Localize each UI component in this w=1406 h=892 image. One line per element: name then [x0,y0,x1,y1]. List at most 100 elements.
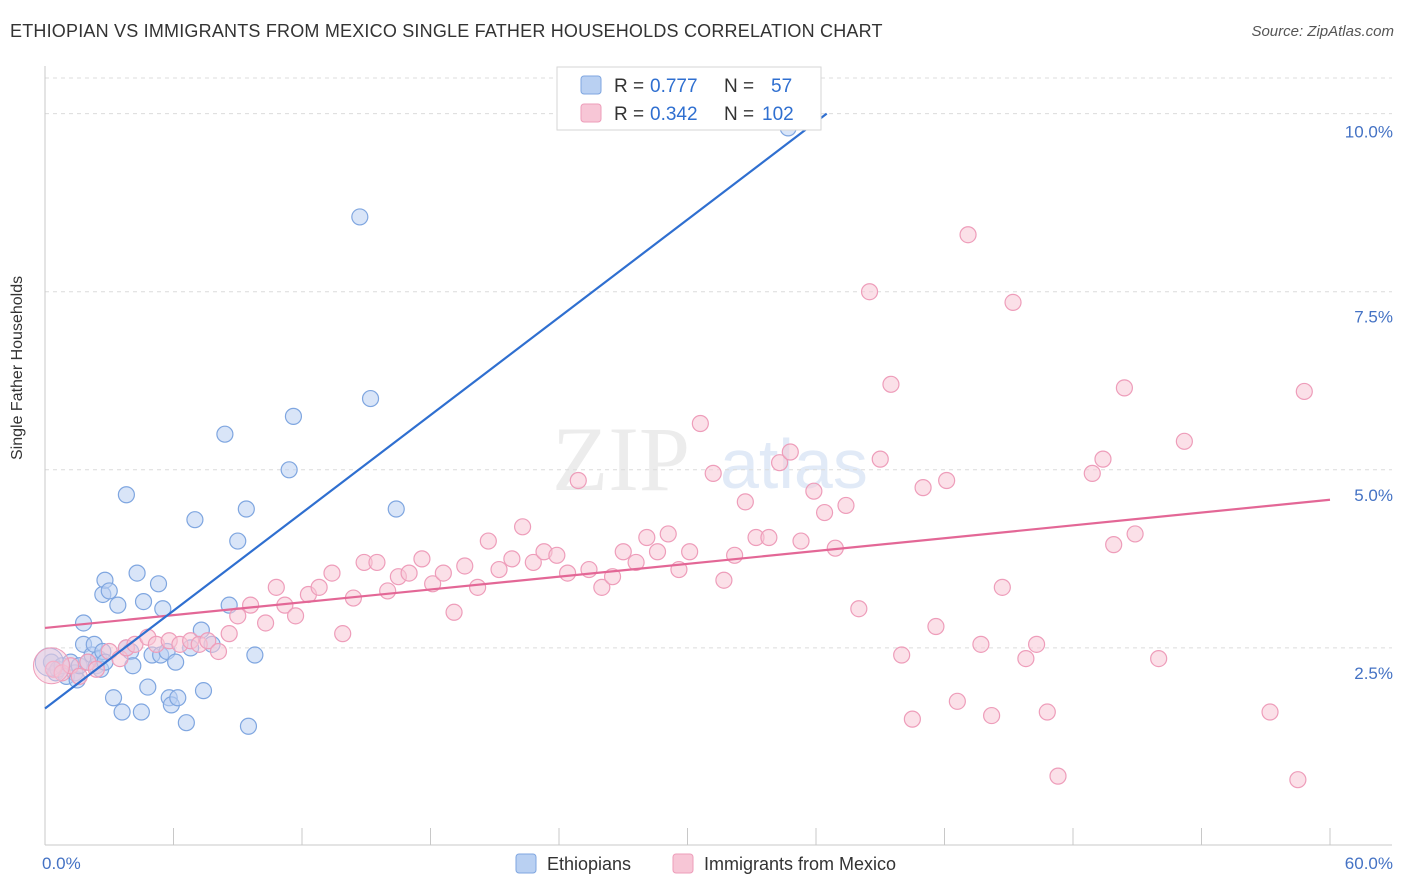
watermark-atlas: atlas [720,425,868,503]
mexico-point [1027,635,1046,653]
mexico-point [310,578,328,596]
mexico-point [927,617,945,636]
mexico-point [445,603,463,621]
legend-n-value: 57 [771,76,792,97]
ethiopian-point [169,689,187,707]
mexico-point [593,578,611,596]
mexico-point [199,632,217,650]
ethiopian-point [280,461,298,479]
mexico-point [434,564,452,582]
mexico-point [1049,767,1067,785]
mexico-point [242,596,260,614]
mexico-point [993,578,1011,596]
mexico-point [256,614,275,632]
mexico-point [1261,703,1279,721]
mexico-point [627,553,645,572]
legend-swatch-ethiopians [580,75,602,95]
ethiopians-trend-line [44,112,828,710]
trend-lines [44,112,1331,710]
legend-swatch-mexico [580,103,602,123]
mexico-point [948,692,966,710]
mexico-point [1115,379,1134,397]
mexico-point [938,471,956,490]
mexico-point [323,564,341,582]
mexico-point [379,582,397,600]
bottom-legend-swatch-ethiopians [515,853,537,874]
ethiopian-point [104,689,123,707]
mexico-point [781,443,799,461]
mexico-point [513,518,532,536]
mexico-point [850,600,868,618]
mexico-point [1175,432,1193,450]
ethiopian-point [128,564,146,582]
mexico-points [32,226,1313,789]
mexico-point [1083,464,1101,482]
mexico-point [770,454,789,472]
mexico-point [548,546,566,564]
mexico-point [815,503,834,522]
ethiopian-point [109,596,127,614]
legend-n-value: 102 [762,104,794,125]
watermark-zip: ZIP [552,408,690,510]
ethiopian-point [117,486,135,504]
mexico-point [209,642,228,661]
ethiopian-point [124,657,142,675]
mexico-point [558,564,577,582]
mexico-point [267,578,285,596]
mexico-point [334,625,352,643]
legend-n-label: N = [724,104,754,125]
mexico-point [524,553,542,572]
y-tick-label: 7.5% [1354,308,1393,327]
ethiopian-point [100,582,118,600]
mexico-point [659,525,677,543]
mexico-point [220,625,238,643]
ethiopian-point [246,646,264,664]
legend-r-value: 0.777 [650,76,698,97]
ethiopian-point [194,682,213,700]
mexico-point [972,635,990,653]
ethiopian-point [387,500,405,518]
y-tick-label: 2.5% [1354,664,1393,683]
mexico-point [1126,525,1144,543]
ethiopian-point [132,703,150,721]
mexico-point [805,482,823,500]
ethiopian-point [134,592,153,611]
ethiopian-point [284,407,303,425]
mexico-point [736,493,754,511]
mexico-point [648,543,667,561]
mexico-point [479,532,497,550]
y-tick-label: 10.0% [1345,123,1393,142]
x-tick-label-max: 60.0% [1345,854,1393,873]
mexico-point [715,571,733,589]
mexico-point [614,543,632,561]
mexico-point [726,546,744,564]
ethiopian-point [113,703,131,721]
mexico-point [681,543,699,561]
bottom-legend-swatch-mexico [672,853,694,874]
mexico-point [569,471,587,490]
ethiopian-point [361,389,380,408]
ethiopian-point [177,714,195,732]
mexico-point [1038,703,1056,721]
ethiopian-point [351,208,369,226]
mexico-point [983,706,1001,725]
mexico-point [413,550,431,568]
mexico-point [871,450,889,468]
mexico-point [638,528,656,547]
mexico-point [691,414,709,433]
axes: 2.5% 5.0% 7.5% 10.0% [44,66,1393,846]
mexico-point [893,646,911,664]
mexico-point [1295,382,1313,401]
gridlines [45,77,1392,649]
legend-r-label: R = [614,104,644,125]
mexico-point [792,532,810,550]
mexico-point [1105,536,1123,554]
mexico-point [126,635,144,653]
y-tick-label: 5.0% [1354,486,1393,505]
ethiopian-point [139,678,157,696]
ethiopian-point [239,717,258,735]
mexico-point [1004,293,1022,311]
ethiopian-point [186,511,204,529]
ethiopian-point [237,500,255,518]
